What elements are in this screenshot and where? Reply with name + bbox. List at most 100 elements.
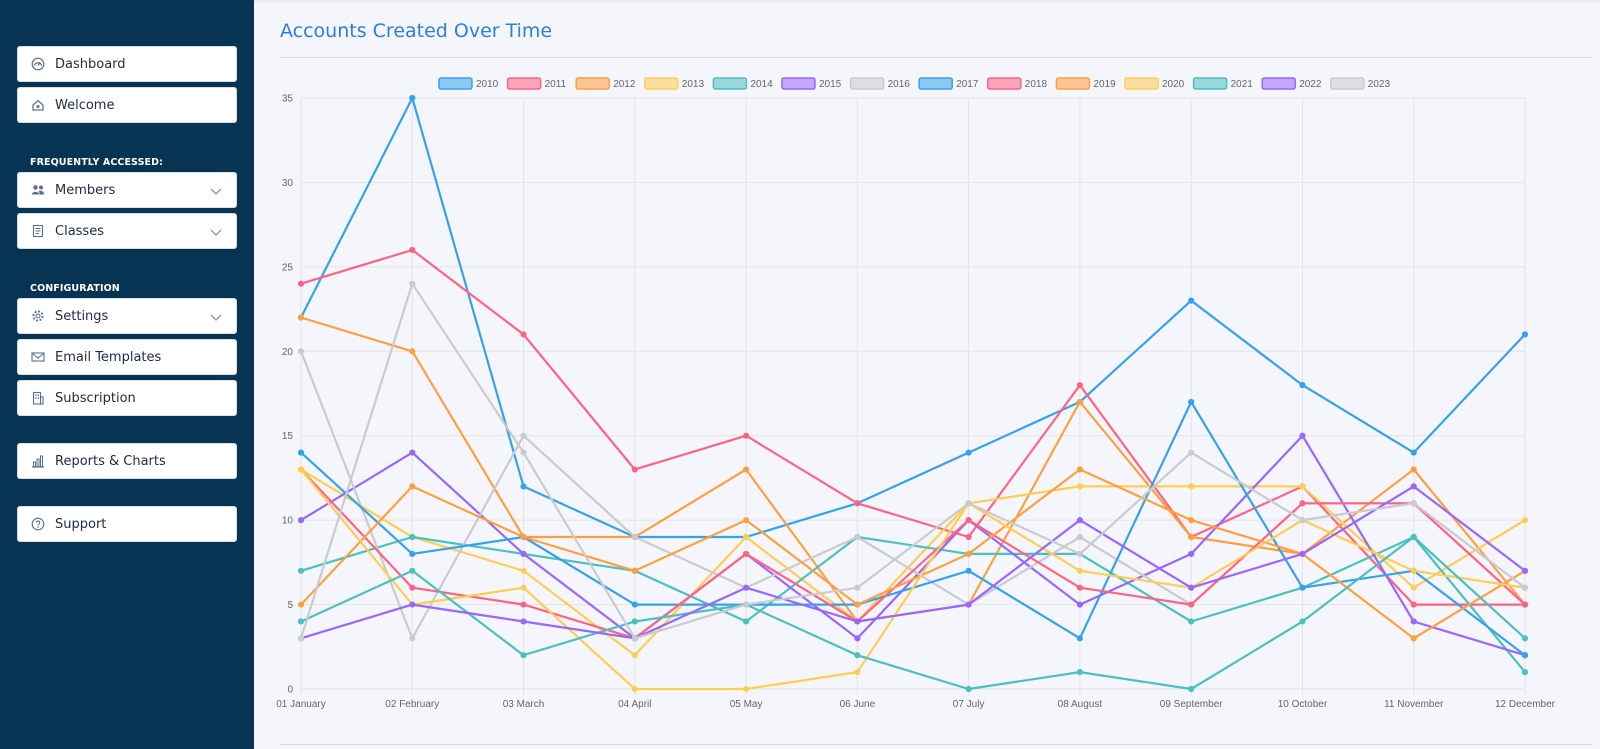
legend-label-2011: 2011 [545, 79, 567, 90]
series-2012-line [300, 316, 1526, 623]
series-2012-point [1188, 533, 1195, 541]
series-2023-point [742, 601, 750, 608]
series-2018-point [520, 601, 527, 608]
series-2023-point [631, 635, 638, 642]
help-icon [31, 517, 45, 531]
configuration-heading: CONFIGURATION [30, 283, 120, 294]
title-divider [280, 57, 1592, 58]
nav-welcome[interactable]: Welcome [17, 87, 237, 123]
series-2016-point [854, 533, 861, 541]
series-2021-point [1299, 618, 1306, 625]
series-2010-line [300, 96, 1526, 539]
legend-swatch-2017 [918, 77, 953, 90]
series-2021-point [1410, 533, 1417, 541]
chevron-down-icon[interactable] [210, 226, 222, 238]
chart-grid [300, 97, 1526, 695]
legend-swatch-2016 [849, 77, 885, 90]
series-2019-point [854, 601, 861, 608]
series-2019-point [965, 550, 972, 558]
nav-support[interactable]: Support [17, 506, 237, 542]
nav-members-label: Members [55, 182, 116, 198]
series-2021-point [631, 618, 638, 625]
series-2017-point [1076, 635, 1084, 642]
nav-dashboard-label: Dashboard [55, 56, 126, 72]
nav-email-templates[interactable]: Email Templates [17, 339, 237, 375]
series-2010-point [520, 483, 527, 490]
legend-swatch-2014 [712, 77, 748, 90]
series-2016-point [631, 533, 638, 541]
legend-swatch-2013 [644, 77, 679, 90]
series-2020-point [631, 685, 638, 693]
series-2014-point [297, 567, 305, 574]
nav-settings[interactable]: Settings [17, 298, 237, 334]
series-2021-point [854, 652, 861, 659]
series-2019-point [409, 483, 416, 490]
nav-subscription[interactable]: Subscription [17, 380, 237, 416]
x-tick-label: 11 November [1384, 699, 1444, 710]
series-2014-point [1521, 669, 1529, 676]
series-2021-point [1188, 685, 1195, 693]
series-2018-point [1188, 601, 1195, 608]
x-tick-label: 09 September [1160, 699, 1223, 710]
series-2014-point [1188, 618, 1195, 625]
series-2013-point [520, 567, 527, 574]
sidebar: Dashboard Welcome FREQUENTLY ACCESSED: M… [0, 0, 254, 749]
series-2011-line [300, 248, 1525, 606]
nav-reports-charts[interactable]: Reports & Charts [17, 443, 237, 479]
series-2011-point [854, 500, 861, 507]
x-tick-label: 01 January [276, 699, 325, 710]
series-2010-point [1188, 297, 1195, 304]
chevron-down-icon[interactable] [210, 311, 222, 323]
legend-label-2012: 2012 [613, 79, 636, 90]
series-2019-point [742, 517, 750, 524]
members-icon [31, 183, 45, 197]
legend-label-2018: 2018 [1025, 79, 1048, 90]
series-2015-point [854, 635, 861, 642]
series-2017-point [1521, 652, 1529, 659]
dashboard-gauge-icon [31, 57, 45, 71]
series-2019-point [520, 533, 527, 541]
legend-label-2017: 2017 [956, 79, 979, 90]
series-2015-point [1076, 601, 1084, 608]
series-2018-point [1521, 601, 1529, 608]
legend-label-2019: 2019 [1093, 79, 1116, 90]
series-2023-point [1299, 517, 1306, 524]
legend-label-2010: 2010 [476, 79, 499, 90]
chevron-down-icon[interactable] [210, 185, 222, 197]
series-2021-line [300, 535, 1526, 691]
page-title: Accounts Created Over Time [280, 20, 553, 42]
nav-welcome-label: Welcome [55, 97, 115, 113]
series-2022-point [1410, 483, 1417, 490]
series-2013-point [1521, 517, 1529, 524]
series-2017-point [965, 567, 972, 574]
x-tick-label: 03 March [503, 699, 545, 710]
series-2022-point [1188, 584, 1195, 591]
nav-email-templates-label: Email Templates [55, 349, 162, 365]
series-2012-point [409, 348, 416, 355]
nav-dashboard[interactable]: Dashboard [17, 46, 237, 82]
y-axis: 0 5 10 15 20 25 30 35 [282, 94, 294, 696]
series-2018-point [1076, 584, 1084, 591]
series-2015-point [1410, 618, 1417, 625]
series-2013-point [1188, 483, 1195, 490]
series-2021-point [1076, 669, 1084, 676]
series-2021-point [520, 652, 527, 659]
series-2015-point [409, 449, 416, 456]
legend-label-2022: 2022 [1299, 79, 1322, 90]
y-tick-label: 15 [282, 431, 294, 442]
series-2019-point [297, 601, 305, 608]
nav-classes[interactable]: Classes [17, 213, 237, 249]
series-2023-point [297, 635, 305, 642]
series-2010-point [409, 94, 416, 102]
series-2020-line [300, 468, 1526, 691]
series-2023-point [1410, 500, 1417, 507]
series-2022-point [742, 584, 750, 591]
series-2019-point [1188, 517, 1195, 524]
y-tick-label: 10 [282, 516, 294, 527]
legend-label-2023: 2023 [1368, 79, 1391, 90]
series-2023-point [854, 584, 861, 591]
y-tick-label: 25 [282, 262, 294, 273]
y-tick-label: 20 [282, 347, 294, 358]
series-2014-point [409, 533, 416, 541]
nav-members[interactable]: Members [17, 172, 237, 208]
